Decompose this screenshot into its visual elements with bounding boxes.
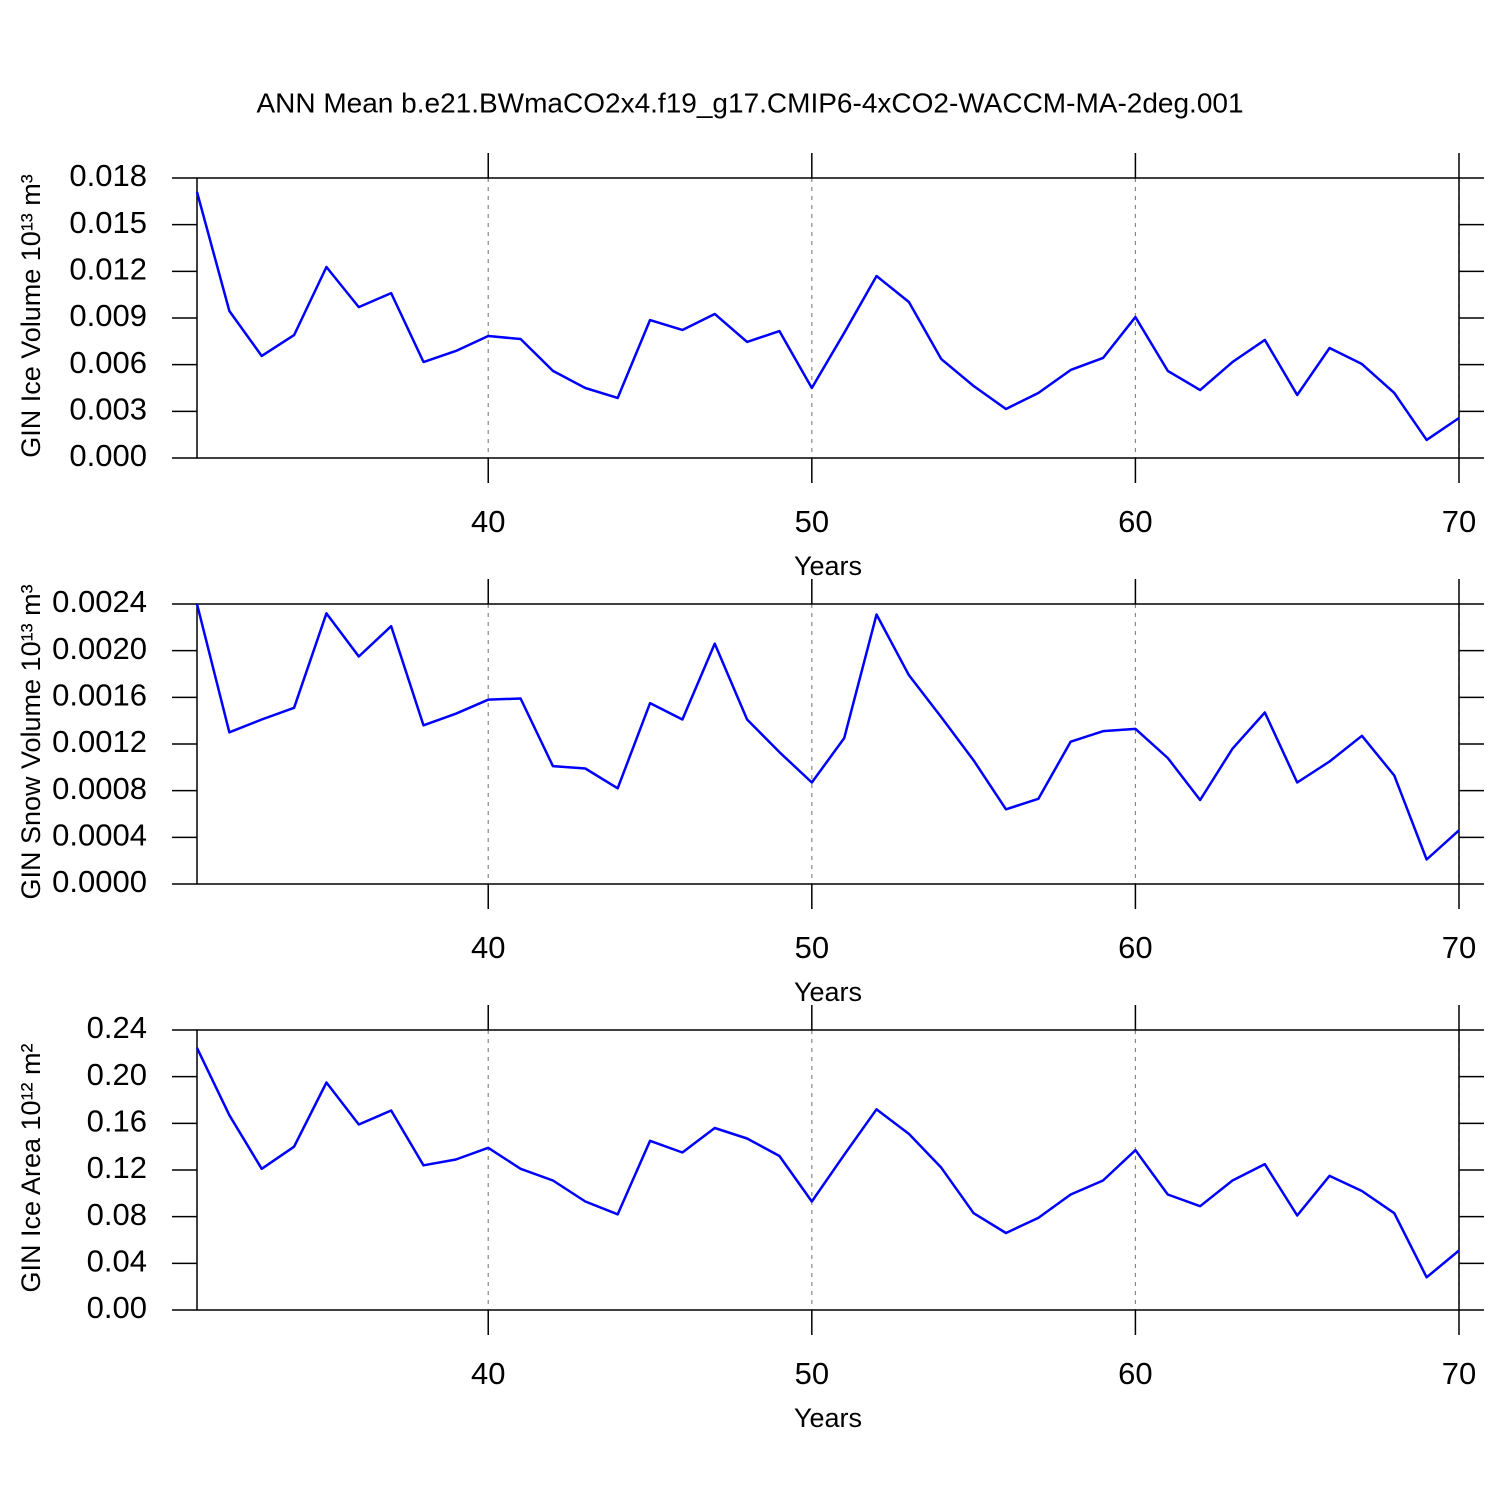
plot-frame (196, 603, 1460, 885)
y-tick-label: 0.0004 (52, 818, 147, 853)
y-tick-label: 0.16 (87, 1104, 147, 1139)
y-tick-label: 0.0012 (52, 724, 147, 759)
x-axis-label: Years (794, 1403, 862, 1433)
x-tick-label: 50 (795, 1356, 829, 1391)
y-tick-label: 0.009 (69, 298, 147, 333)
x-tick-label: 40 (471, 930, 505, 965)
x-tick-label: 50 (795, 930, 829, 965)
x-tick-label: 70 (1442, 504, 1476, 539)
y-tick-label: 0.04 (87, 1244, 147, 1279)
y-tick-label: 0.0020 (52, 631, 147, 666)
y-axis-label: GIN Ice Area 10¹² m² (16, 1043, 46, 1292)
y-tick-label: 0.006 (69, 345, 147, 380)
plot-frame (196, 177, 1460, 459)
x-tick-label: 70 (1442, 930, 1476, 965)
y-axis-label: GIN Ice Volume 10¹³ m³ (16, 174, 46, 458)
y-tick-label: 0.12 (87, 1150, 147, 1185)
y-tick-label: 0.0008 (52, 771, 147, 806)
y-tick-label: 0.20 (87, 1057, 147, 1092)
plot-frame (196, 1029, 1460, 1311)
chart-title: ANN Mean b.e21.BWmaCO2x4.f19_g17.CMIP6-4… (256, 87, 1243, 118)
x-tick-label: 40 (471, 1356, 505, 1391)
x-axis-label: Years (794, 977, 862, 1007)
data-line (195, 1047, 1460, 1279)
x-tick-label: 60 (1118, 930, 1152, 965)
y-tick-label: 0.0024 (52, 584, 147, 619)
data-line (195, 603, 1460, 861)
x-tick-label: 50 (795, 504, 829, 539)
x-tick-label: 40 (471, 504, 505, 539)
data-line (195, 191, 1460, 442)
x-axis-label: Years (794, 551, 862, 581)
y-tick-label: 0.24 (87, 1010, 147, 1045)
y-tick-label: 0.000 (69, 438, 147, 473)
x-tick-label: 60 (1118, 1356, 1152, 1391)
y-tick-label: 0.0000 (52, 864, 147, 899)
y-tick-label: 0.012 (69, 252, 147, 287)
y-tick-label: 0.0016 (52, 678, 147, 713)
y-axis-label: GIN Snow Volume 10¹³ m³ (16, 584, 46, 899)
y-tick-label: 0.003 (69, 392, 147, 427)
y-tick-label: 0.08 (87, 1197, 147, 1232)
y-tick-label: 0.00 (87, 1290, 147, 1325)
y-tick-label: 0.018 (69, 158, 147, 193)
x-tick-label: 60 (1118, 504, 1152, 539)
y-tick-label: 0.015 (69, 205, 147, 240)
x-tick-label: 70 (1442, 1356, 1476, 1391)
